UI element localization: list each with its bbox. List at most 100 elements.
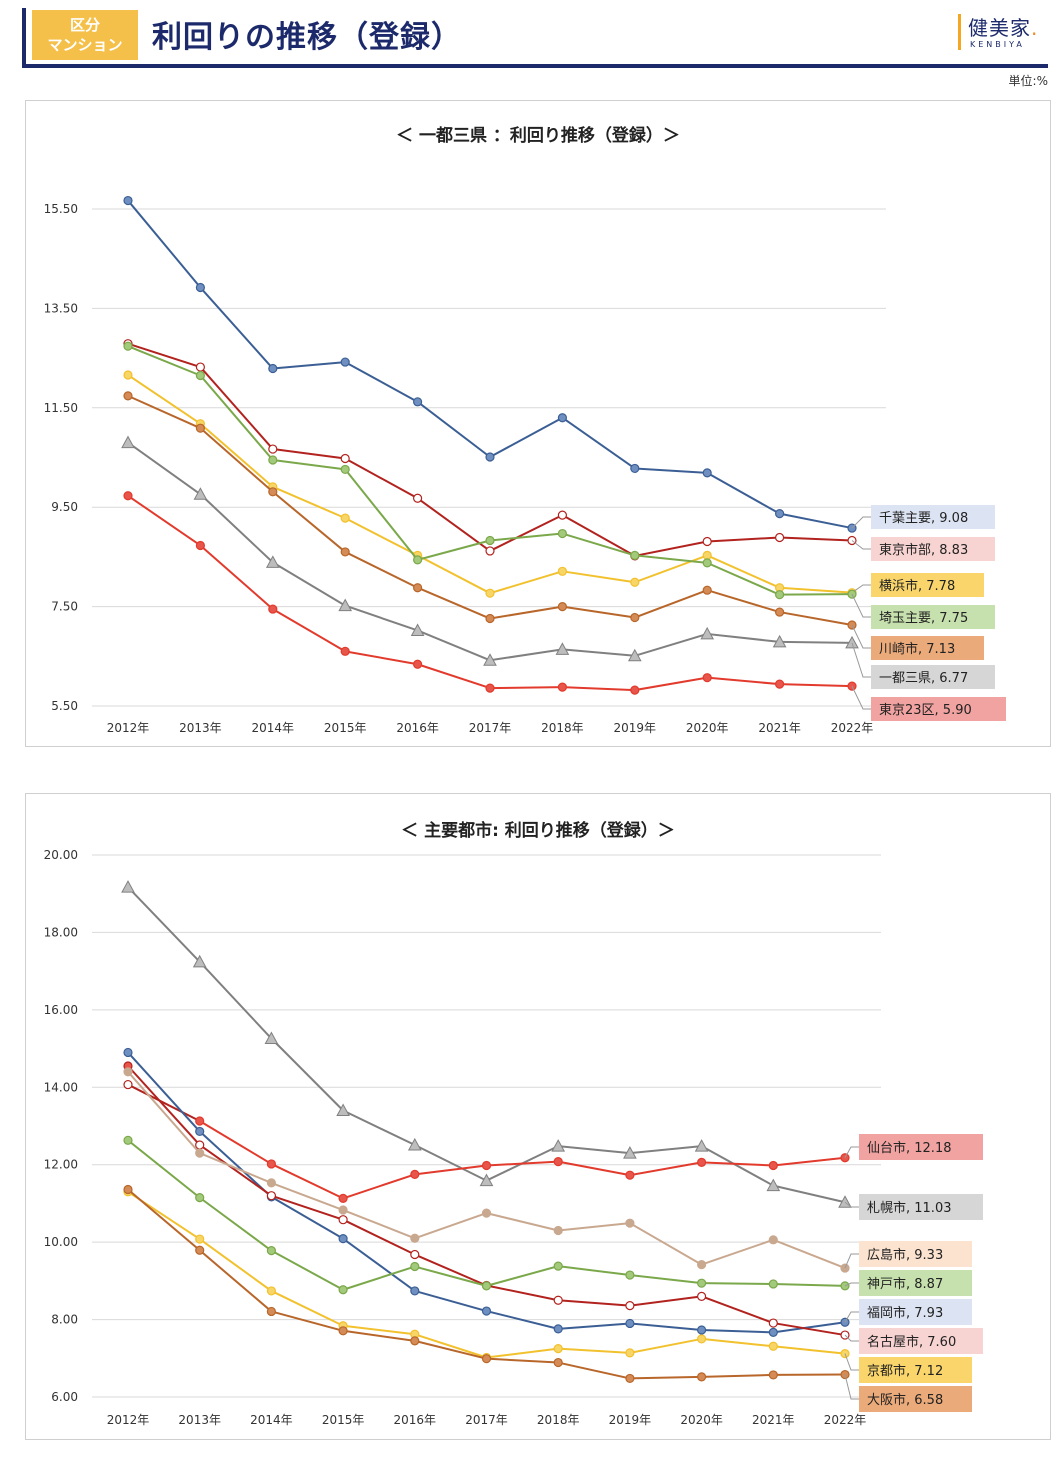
x-tick-label: 2018年 xyxy=(541,721,584,735)
data-point xyxy=(338,1326,348,1336)
series-line-segment xyxy=(270,1249,344,1291)
data-point xyxy=(768,1318,778,1328)
data-point xyxy=(413,583,423,593)
series-line-segment xyxy=(417,629,491,662)
data-point xyxy=(696,1334,707,1344)
series-line-segment xyxy=(489,686,563,690)
y-tick-label: 10.00 xyxy=(44,1235,78,1249)
end-label-text: 一都三県, 6.77 xyxy=(879,671,968,686)
end-label-text: 千葉主要, 9.08 xyxy=(879,511,968,526)
leader-line xyxy=(851,624,871,649)
data-point xyxy=(557,682,568,692)
series-line-segment xyxy=(417,586,491,620)
data-point xyxy=(123,1135,133,1145)
series-line-segment xyxy=(706,554,781,589)
data-point xyxy=(766,1178,781,1192)
data-point xyxy=(123,195,133,206)
x-tick-label: 2020年 xyxy=(686,721,729,735)
gridlines xyxy=(92,854,881,1398)
data-point xyxy=(413,493,423,503)
series-line-segment xyxy=(199,1144,272,1197)
series-line-segment xyxy=(272,608,346,653)
series-line-segment xyxy=(272,561,346,607)
end-label-東京23区: 東京23区, 5.90 xyxy=(851,685,1006,721)
series-line-segment xyxy=(199,1152,272,1184)
data-point xyxy=(557,528,568,539)
series-line-segment xyxy=(199,422,274,488)
series-一都三県 xyxy=(121,435,859,666)
page-header: 区分 マンション 利回りの推移（登録） 健美家. KENBIYA xyxy=(0,0,1062,72)
series-line-segment xyxy=(629,1274,702,1285)
y-tick-label: 14.00 xyxy=(44,1080,78,1094)
series-line-segment xyxy=(489,570,563,595)
data-point xyxy=(702,536,712,547)
data-point xyxy=(340,464,350,475)
series-line-segment xyxy=(562,686,635,692)
data-point xyxy=(410,1286,420,1296)
end-label-福岡市: 福岡市, 7.93 xyxy=(844,1299,972,1325)
end-label-box xyxy=(859,1386,972,1412)
data-point xyxy=(195,1116,205,1126)
series-line-segment xyxy=(198,961,273,1040)
data-point xyxy=(123,1067,133,1077)
data-point xyxy=(557,510,568,520)
data-point xyxy=(195,370,205,381)
series-line-segment xyxy=(706,589,780,614)
end-label-box xyxy=(859,1194,983,1220)
series-line-segment xyxy=(629,1222,703,1266)
series-line-segment xyxy=(414,1212,487,1240)
series-line-segment xyxy=(127,441,201,496)
data-point xyxy=(195,540,205,551)
data-point xyxy=(774,509,785,519)
series-line-segment xyxy=(634,554,708,584)
series-line-segment xyxy=(344,517,419,557)
data-point xyxy=(630,463,640,474)
data-point xyxy=(410,623,425,636)
data-point xyxy=(630,685,640,695)
data-point xyxy=(696,1259,707,1270)
data-point xyxy=(123,1047,133,1058)
series-line-segment xyxy=(127,886,201,963)
data-point xyxy=(266,1159,276,1169)
series-line-segment xyxy=(773,1282,846,1287)
chart-title-tokyo-area: ＜ 一都三県 ：利回り推移（登録）＞ xyxy=(396,126,680,146)
data-point xyxy=(268,487,278,497)
data-point xyxy=(555,642,570,655)
end-label-神戸市: 神戸市, 8.87 xyxy=(844,1270,972,1296)
leader-line xyxy=(851,516,871,529)
series-line-segment xyxy=(199,374,274,461)
data-point xyxy=(121,880,135,893)
leader-line xyxy=(844,1282,859,1287)
x-tick-label: 2016年 xyxy=(396,721,439,735)
series-line-segment xyxy=(486,1160,559,1167)
series-line-segment xyxy=(707,676,780,686)
data-point xyxy=(627,648,642,662)
series-line-segment xyxy=(199,544,274,610)
end-label-text: 仙台市, 12.18 xyxy=(867,1140,951,1156)
line-chart-tokyo-area: 5.50 7.50 9.50 11.50 13.50 15.50 2012年 2013年 201… xyxy=(44,195,1006,735)
end-label-box xyxy=(859,1328,983,1354)
data-point xyxy=(123,491,133,501)
end-label-box xyxy=(871,537,995,561)
series-line-segment xyxy=(486,1284,559,1302)
end-label-box xyxy=(871,573,984,597)
data-point xyxy=(123,370,133,380)
data-point xyxy=(485,452,495,462)
end-label-京都市: 京都市, 7.12 xyxy=(844,1353,972,1383)
series-line-segment xyxy=(701,1238,774,1266)
data-point xyxy=(410,1169,420,1179)
data-point xyxy=(195,362,205,372)
series-line-segment xyxy=(779,536,853,542)
data-point xyxy=(702,585,712,595)
end-label-広島市: 広島市, 9.33 xyxy=(844,1241,972,1269)
series-line-segment xyxy=(562,605,635,619)
data-point xyxy=(774,679,785,689)
series-line-segment xyxy=(634,554,708,564)
data-point xyxy=(625,1348,635,1358)
data-point xyxy=(481,1306,492,1316)
data-point xyxy=(266,1246,276,1256)
series-line-segment xyxy=(558,1160,631,1177)
chart-title-major-cities: ＜ 主要都市: 利回り推移（登録）＞ xyxy=(401,821,675,841)
data-point xyxy=(553,1295,563,1305)
data-point xyxy=(485,535,495,546)
